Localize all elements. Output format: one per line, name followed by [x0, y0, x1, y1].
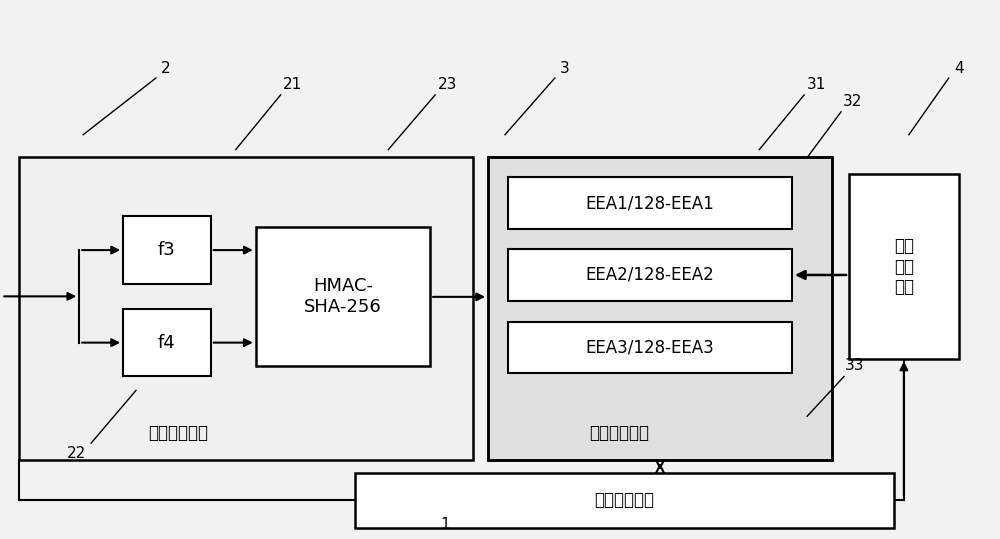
- Text: 22: 22: [67, 446, 86, 460]
- Text: 23: 23: [437, 78, 457, 93]
- Bar: [355, 473, 894, 528]
- Text: HMAC-
SHA-256: HMAC- SHA-256: [304, 278, 382, 316]
- Bar: [123, 216, 211, 284]
- Text: EEA2/128-EEA2: EEA2/128-EEA2: [586, 266, 714, 284]
- Bar: [19, 157, 473, 460]
- Text: 33: 33: [845, 358, 865, 373]
- Text: EEA3/128-EEA3: EEA3/128-EEA3: [586, 338, 714, 357]
- Text: 31: 31: [806, 78, 826, 93]
- Text: 密钥推演模块: 密钥推演模块: [148, 424, 208, 442]
- Text: 32: 32: [842, 94, 862, 109]
- Text: 协议解析模块: 协议解析模块: [595, 492, 655, 509]
- Bar: [488, 157, 832, 460]
- Bar: [256, 227, 430, 367]
- Text: f3: f3: [158, 241, 176, 259]
- Bar: [508, 177, 792, 229]
- Bar: [849, 175, 959, 358]
- Bar: [123, 309, 211, 376]
- Bar: [488, 157, 832, 460]
- Text: 21: 21: [283, 78, 302, 93]
- Text: 4: 4: [954, 60, 964, 75]
- Text: 解密
参数
维护: 解密 参数 维护: [894, 237, 914, 296]
- Text: EEA1/128-EEA1: EEA1/128-EEA1: [586, 195, 714, 212]
- Text: f4: f4: [158, 334, 176, 351]
- Text: 3: 3: [560, 60, 570, 75]
- Text: 1: 1: [440, 517, 450, 532]
- Text: 2: 2: [161, 60, 171, 75]
- Bar: [508, 249, 792, 301]
- Bar: [508, 322, 792, 374]
- Text: 解密算法模块: 解密算法模块: [589, 424, 649, 442]
